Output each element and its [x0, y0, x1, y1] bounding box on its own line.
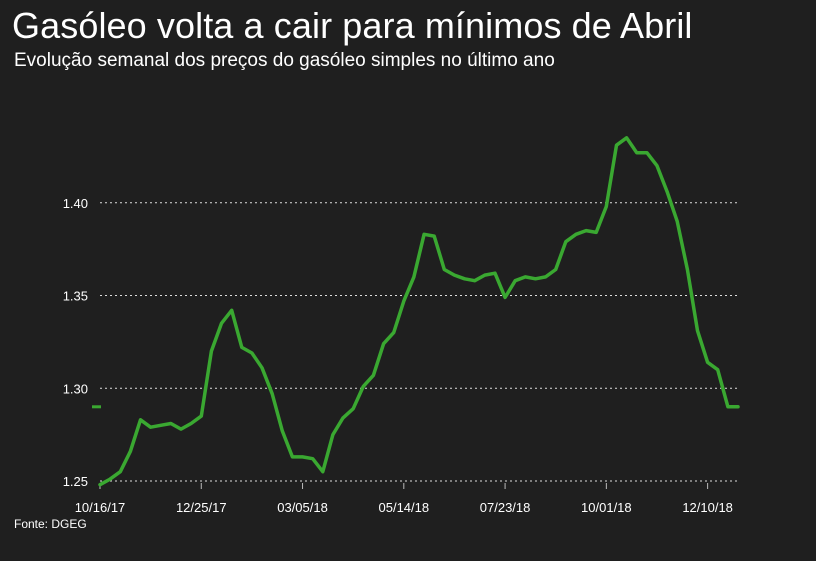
- chart-title: Gasóleo volta a cair para mínimos de Abr…: [12, 5, 693, 46]
- x-tick-label: 05/14/18: [379, 500, 430, 515]
- y-tick-label: 1.35: [63, 289, 88, 304]
- x-tick-label: 03/05/18: [277, 500, 328, 515]
- x-tick-label: 10/16/17: [75, 500, 126, 515]
- x-tick-label: 10/01/18: [581, 500, 632, 515]
- y-axis-ticks: 1.25 1.30 1.35 1.40: [63, 196, 88, 489]
- series-line-diesel-price: [98, 136, 740, 487]
- x-tick-label: 12/10/18: [682, 500, 733, 515]
- source-note: Fonte: DGEG: [14, 517, 87, 531]
- grid-lines: [100, 202, 738, 482]
- chart-subtitle: Evolução semanal dos preços do gasóleo s…: [14, 50, 555, 71]
- y-tick-label: 1.30: [63, 381, 88, 396]
- x-tick-label: 12/25/17: [176, 500, 227, 515]
- x-tick-label: 07/23/18: [480, 500, 531, 515]
- x-axis-ticks: 10/16/17 12/25/17 03/05/18 05/14/18 07/23/18…: [75, 483, 733, 515]
- y-tick-label: 1.40: [63, 196, 88, 211]
- series-layer: [92, 136, 740, 487]
- y-tick-label: 1.25: [63, 474, 88, 489]
